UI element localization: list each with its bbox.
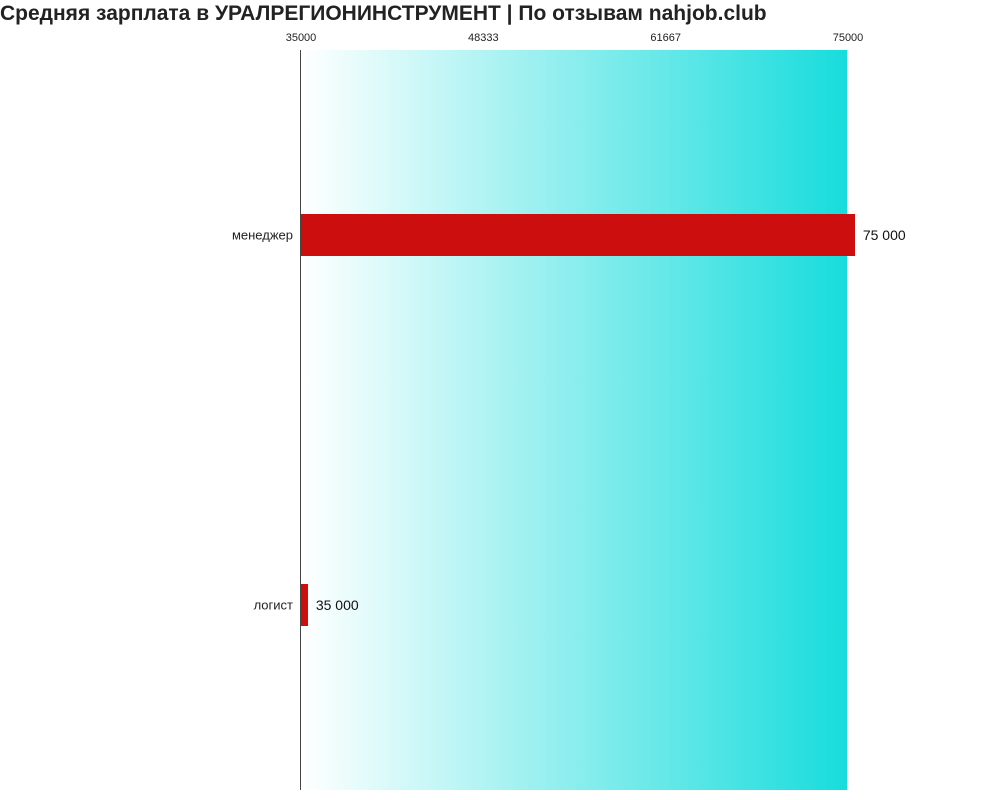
- category-label: логист: [254, 598, 293, 613]
- category-label: менеджер: [232, 228, 293, 243]
- x-tick-label: 75000: [833, 32, 864, 44]
- bar: 35 000: [301, 584, 308, 626]
- x-tick-label: 61667: [650, 32, 681, 44]
- x-tick-label: 35000: [286, 32, 317, 44]
- value-label: 75 000: [863, 227, 906, 243]
- plot-area: 35000483336166775000 75 00035 000 менедж…: [300, 50, 847, 790]
- chart-title: Средняя зарплата в УРАЛРЕГИОНИНСТРУМЕНТ …: [0, 2, 767, 26]
- value-label: 35 000: [316, 597, 359, 613]
- bar: 75 000: [301, 214, 855, 256]
- x-tick-label: 48333: [468, 32, 499, 44]
